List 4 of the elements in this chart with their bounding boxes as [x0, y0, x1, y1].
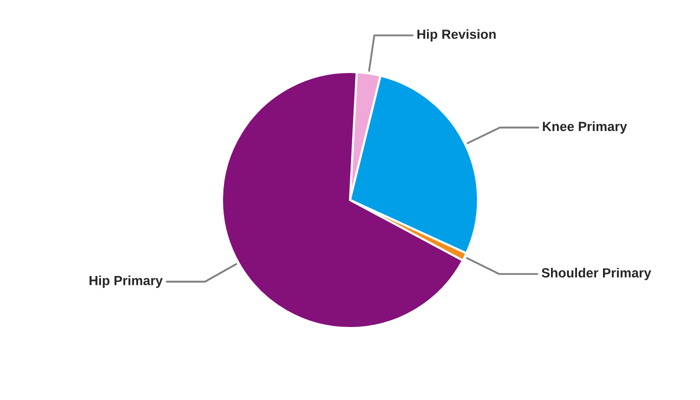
slice-label: Knee Primary — [542, 121, 628, 134]
slice-label: Hip Primary — [90, 276, 163, 288]
slice-label: Shoulder Primary — [542, 268, 652, 280]
slice-label: Hip Revision — [417, 29, 496, 42]
